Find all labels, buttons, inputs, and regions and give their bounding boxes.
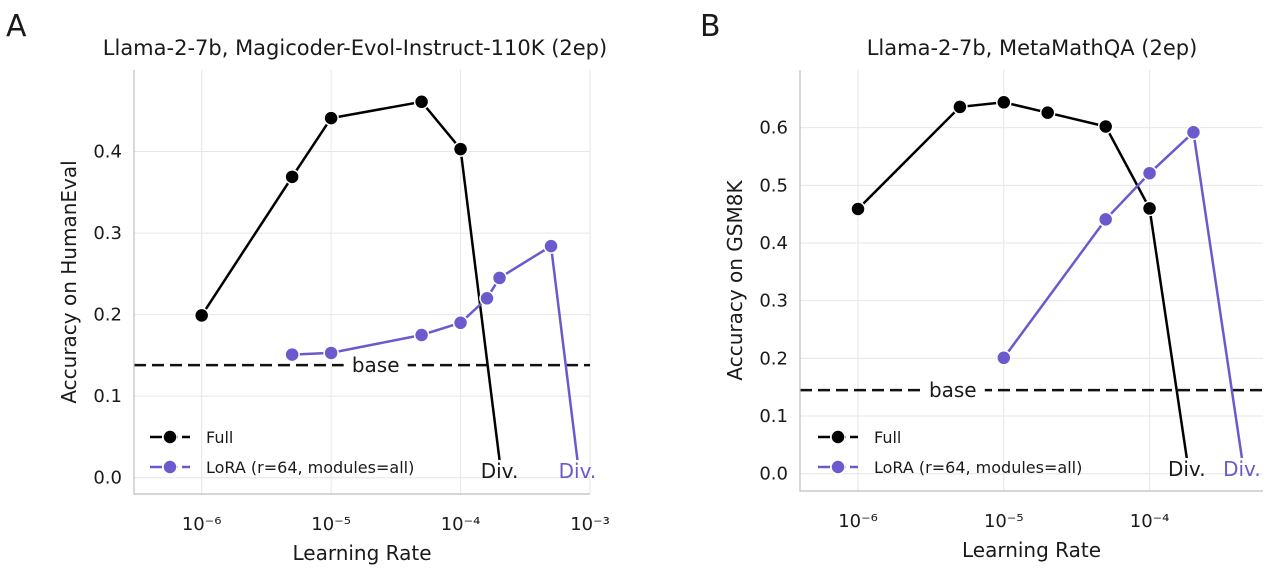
divergence-line: [549, 245, 579, 461]
data-point: [491, 270, 508, 286]
y-tick-label: 0.1: [759, 406, 788, 427]
data-point: [1141, 165, 1158, 181]
y-tick-label: 0.0: [93, 468, 122, 489]
y-tick-label: 0.2: [93, 305, 122, 326]
y-tick-label: 0.6: [759, 118, 788, 139]
legend-marker: [830, 429, 846, 445]
divergence-label: Div.: [1168, 457, 1206, 481]
legend-marker: [162, 429, 178, 445]
panel-b: B Llama-2-7b, MetaMathQA (2ep) base Div.…: [700, 9, 1263, 562]
y-ticks-b: 0.0 0.1 0.2 0.3 0.4 0.5 0.6: [759, 118, 788, 485]
y-tick-label: 0.0: [759, 464, 788, 485]
data-point: [413, 94, 430, 110]
grid-b: [800, 70, 1263, 491]
data-point: [452, 141, 469, 157]
series-line-lora: [1002, 131, 1195, 359]
series-b: [850, 94, 1244, 459]
y-tick-label: 0.3: [759, 291, 788, 312]
y-tick-label: 0.5: [759, 175, 788, 196]
legend-a: Full LoRA (r=64, modules=all): [150, 428, 414, 477]
data-point: [996, 350, 1012, 366]
legend-label: LoRA (r=64, modules=all): [206, 458, 414, 477]
x-tick-label: 10⁻⁴: [1130, 511, 1170, 532]
grid-a: [134, 70, 591, 494]
legend-b: Full LoRA (r=64, modules=all): [818, 428, 1082, 477]
x-tick-label: 10⁻⁶: [838, 511, 878, 532]
data-point: [284, 346, 300, 363]
data-point: [1185, 124, 1202, 141]
baseline-a: base: [134, 353, 590, 377]
panel-a: A Llama-2-7b, Magicoder-Evol-Instruct-11…: [6, 9, 610, 565]
data-point: [413, 327, 430, 343]
panel-letter-b: B: [700, 9, 721, 44]
series-line-full: [857, 101, 1151, 210]
panel-letter-a: A: [6, 9, 27, 44]
data-point: [284, 169, 300, 185]
data-point: [996, 94, 1012, 111]
x-axis-label-b: Learning Rate: [962, 538, 1101, 562]
x-tick-label: 10⁻⁵: [984, 511, 1024, 532]
divergence-line: [1192, 132, 1244, 459]
axes-spines-b: [799, 70, 1263, 492]
div-labels-a: Div. Div.: [481, 459, 597, 483]
data-point: [1039, 104, 1056, 121]
axes-spines-a: [133, 70, 590, 495]
x-tick-label: 10⁻⁵: [311, 514, 351, 535]
y-axis-label-a: Accuracy on HumanEval: [57, 160, 81, 403]
y-tick-label: 0.1: [93, 386, 122, 407]
legend-label: LoRA (r=64, modules=all): [874, 458, 1082, 477]
legend-label: Full: [206, 428, 233, 447]
baseline-label-bg-b: [920, 379, 985, 402]
y-tick-label: 0.3: [93, 223, 122, 244]
divergence-label: Div.: [481, 459, 519, 483]
x-tick-label: 10⁻⁴: [441, 514, 481, 535]
data-point: [193, 307, 210, 324]
y-tick-label: 0.4: [93, 142, 122, 163]
divergence-label: Div.: [559, 459, 597, 483]
x-axis-label-a: Learning Rate: [292, 541, 431, 565]
data-point: [452, 315, 469, 331]
chart-title-a: Llama-2-7b, Magicoder-Evol-Instruct-110K…: [103, 36, 607, 60]
y-tick-label: 0.4: [759, 233, 788, 254]
legend-marker: [830, 459, 846, 475]
data-point: [1097, 211, 1114, 228]
y-tick-label: 0.2: [759, 348, 788, 369]
divergence-label: Div.: [1223, 457, 1261, 481]
baseline-label-b: base: [929, 378, 977, 402]
x-ticks-b: 10⁻⁶ 10⁻⁵ 10⁻⁴: [838, 511, 1169, 532]
data-point: [1141, 200, 1158, 217]
legend-label: Full: [874, 428, 901, 447]
data-point: [1097, 118, 1114, 135]
data-point: [850, 201, 866, 217]
series-a: [193, 94, 579, 461]
legend-marker: [162, 459, 178, 475]
x-tick-label: 10⁻³: [570, 514, 610, 535]
data-point: [323, 345, 339, 361]
data-point: [952, 99, 968, 115]
div-labels-b: Div. Div.: [1168, 457, 1261, 481]
chart-title-b: Llama-2-7b, MetaMathQA (2ep): [867, 36, 1198, 60]
x-ticks-a: 10⁻⁶ 10⁻⁵ 10⁻⁴ 10⁻³: [182, 514, 610, 535]
data-point: [543, 238, 559, 254]
data-point: [479, 290, 495, 307]
data-point: [323, 110, 339, 126]
y-ticks-a: 0.0 0.1 0.2 0.3 0.4: [93, 142, 122, 489]
baseline-b: base: [800, 378, 1263, 402]
baseline-label-a: base: [352, 353, 400, 377]
baseline-label-bg-a: [343, 354, 408, 377]
x-tick-label: 10⁻⁶: [182, 514, 222, 535]
divergence-line: [1148, 208, 1189, 459]
y-axis-label-b: Accuracy on GSM8K: [723, 180, 747, 381]
